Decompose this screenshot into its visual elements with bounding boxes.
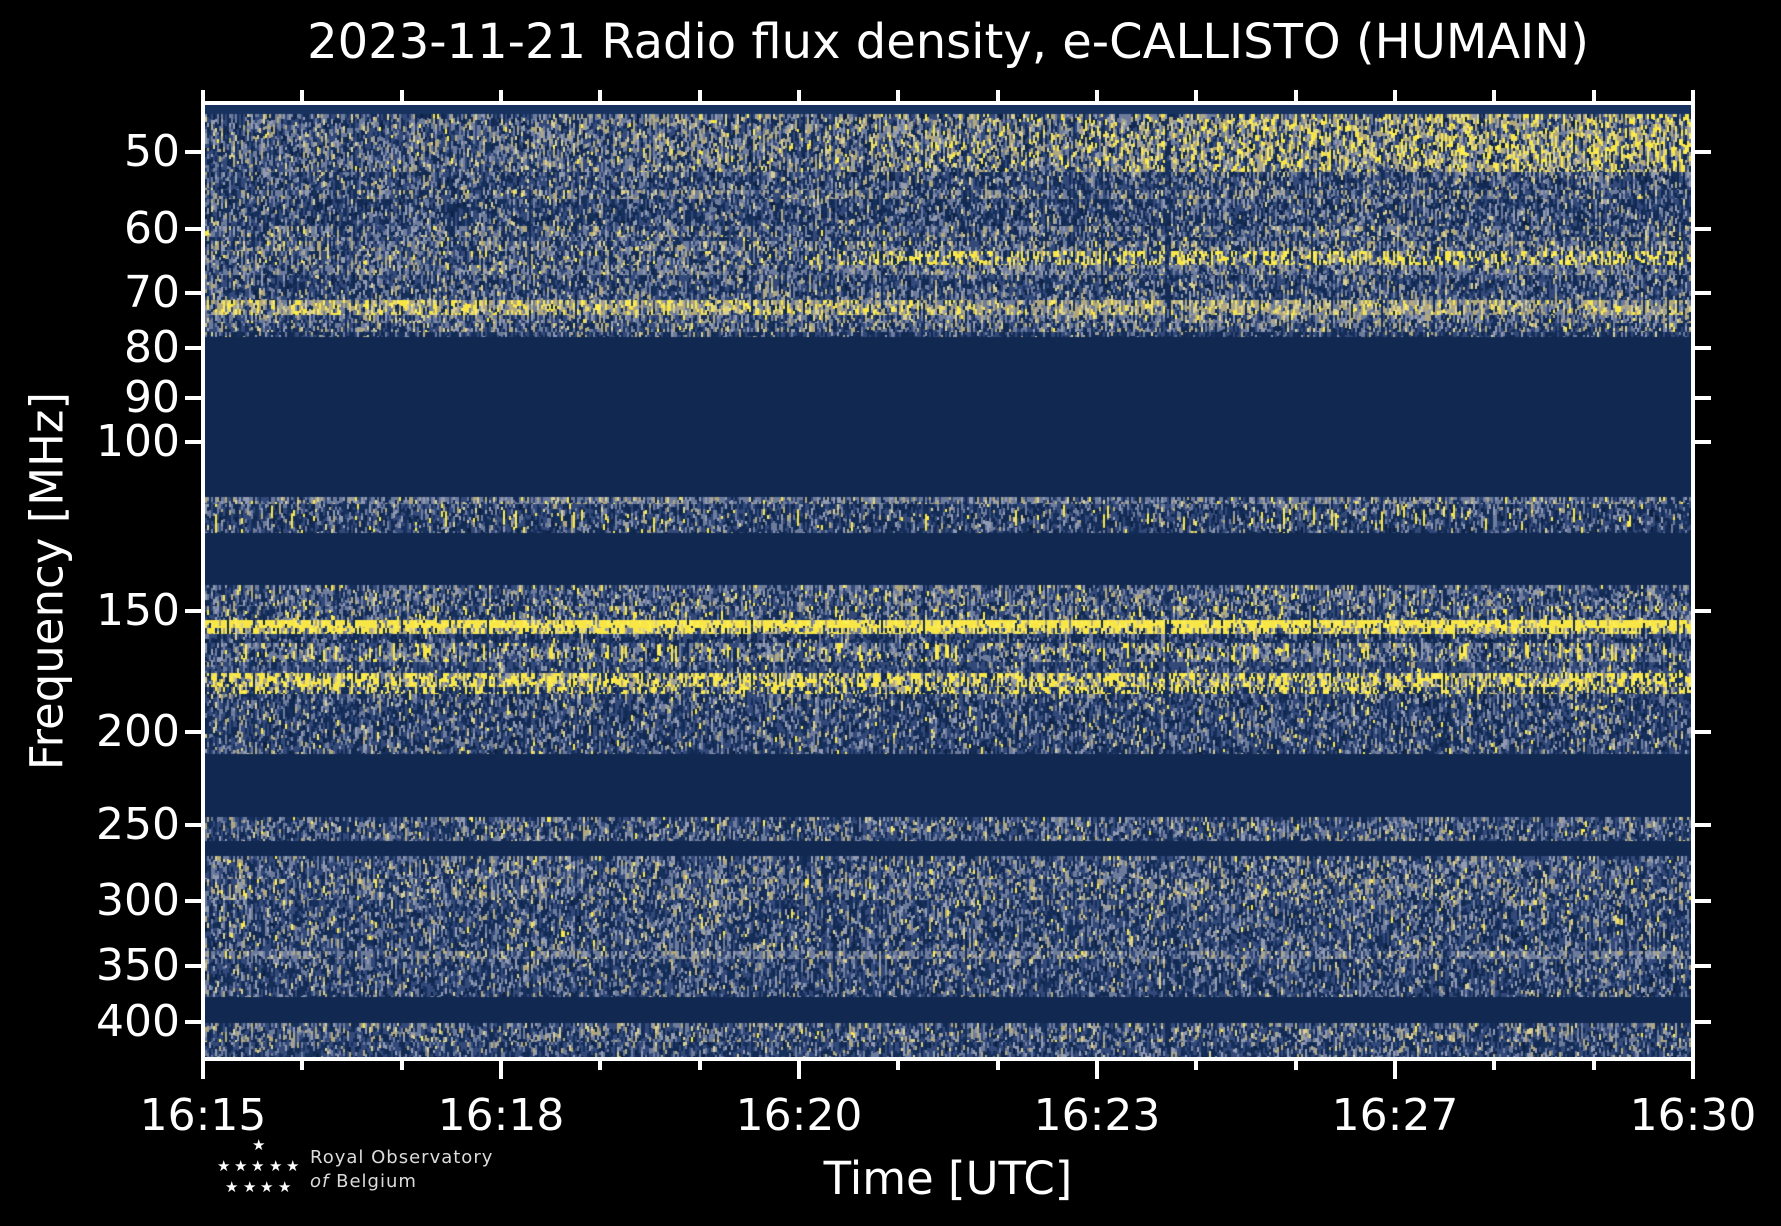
x-top-tick <box>1591 90 1596 101</box>
x-top-tick <box>995 90 1000 101</box>
x-major-tick <box>1691 1059 1695 1079</box>
y-tick <box>185 150 203 155</box>
y-tick-label: 250 <box>96 798 180 850</box>
rob-logo-text: Royal Observatory of Belgium <box>310 1146 493 1194</box>
x-minor-tick <box>1492 1059 1497 1070</box>
x-top-tick <box>797 90 801 101</box>
y-tick-label: 350 <box>96 939 180 991</box>
star-icon: ★ <box>252 1136 266 1154</box>
x-major-tick <box>499 1059 503 1079</box>
x-major-tick <box>201 1059 205 1079</box>
y-right-tick <box>1693 227 1711 231</box>
x-minor-tick <box>399 1059 404 1070</box>
x-top-tick <box>1194 90 1199 101</box>
y-right-tick <box>1693 822 1711 827</box>
x-minor-tick <box>1293 1059 1298 1070</box>
x-top-tick <box>499 90 503 101</box>
y-tick-label: 300 <box>96 874 180 926</box>
y-tick <box>185 963 203 968</box>
y-right-tick <box>1693 290 1711 295</box>
star-icon: ★ <box>225 1178 239 1196</box>
y-right-tick <box>1693 898 1711 903</box>
star-icon: ★ <box>260 1178 274 1196</box>
y-right-tick <box>1693 963 1711 968</box>
y-tick-label: 90 <box>124 372 180 424</box>
y-tick-label: 400 <box>96 996 180 1047</box>
rob-logo-of: of <box>310 1171 330 1192</box>
x-top-tick <box>201 90 205 101</box>
y-tick <box>185 822 203 827</box>
x-tick-label: 16:23 <box>1033 1090 1161 1141</box>
star-icon: ★ <box>269 1157 283 1175</box>
x-minor-tick <box>598 1059 603 1070</box>
y-tick <box>185 290 203 295</box>
y-right-tick <box>1693 346 1711 351</box>
x-minor-tick <box>896 1059 901 1070</box>
star-icon: ★ <box>278 1178 292 1196</box>
spectrogram-canvas <box>205 105 1691 1057</box>
rob-logo-belgium: Belgium <box>336 1171 417 1192</box>
y-right-tick <box>1693 1020 1711 1024</box>
x-tick-label: 16:15 <box>139 1090 267 1141</box>
star-icon: ★ <box>243 1178 257 1196</box>
x-top-tick <box>697 90 702 101</box>
star-icon: ★ <box>234 1157 248 1175</box>
rob-logo-line1: Royal Observatory <box>310 1147 494 1168</box>
x-major-tick <box>1095 1059 1099 1079</box>
x-tick-label: 16:30 <box>1629 1090 1757 1141</box>
star-icon: ★ <box>217 1157 231 1175</box>
x-top-tick <box>1293 90 1298 101</box>
x-major-tick <box>1393 1059 1397 1079</box>
x-top-tick <box>1492 90 1497 101</box>
x-minor-tick <box>1591 1059 1596 1070</box>
y-tick-label: 150 <box>96 585 180 637</box>
x-tick-label: 16:18 <box>437 1090 565 1141</box>
y-right-tick <box>1693 609 1711 614</box>
y-tick-label: 80 <box>124 322 180 374</box>
x-top-tick <box>1095 90 1099 101</box>
y-tick <box>185 396 203 401</box>
x-tick-label: 16:27 <box>1331 1090 1459 1141</box>
x-top-tick <box>1393 90 1397 101</box>
y-tick <box>185 439 203 444</box>
y-tick <box>185 1020 203 1024</box>
y-right-tick <box>1693 150 1711 155</box>
y-tick-label: 70 <box>124 266 180 318</box>
rob-logo-line2: of Belgium <box>310 1170 493 1194</box>
y-right-tick <box>1693 396 1711 401</box>
y-tick <box>185 898 203 903</box>
y-right-tick <box>1693 439 1711 444</box>
x-tick-label: 16:20 <box>735 1090 863 1141</box>
x-top-tick <box>598 90 603 101</box>
chart-title: 2023-11-21 Radio flux density, e-CALLIST… <box>307 14 1589 70</box>
x-top-tick <box>896 90 901 101</box>
x-minor-tick <box>995 1059 1000 1070</box>
y-tick-label: 50 <box>124 126 180 178</box>
y-right-tick <box>1693 730 1711 735</box>
x-top-tick <box>399 90 404 101</box>
star-icon: ★ <box>251 1157 265 1175</box>
y-tick <box>185 730 203 735</box>
y-tick-label: 200 <box>96 706 180 758</box>
x-top-tick <box>1691 90 1695 101</box>
y-tick-label: 100 <box>96 415 180 467</box>
y-tick <box>185 609 203 614</box>
x-major-tick <box>797 1059 801 1079</box>
x-top-tick <box>300 90 305 101</box>
plot-frame <box>201 101 1695 1061</box>
y-tick-label: 60 <box>124 203 180 254</box>
x-axis-label: Time [UTC] <box>823 1152 1073 1205</box>
x-minor-tick <box>1194 1059 1199 1070</box>
rob-logo: ★ ★ ★ ★ ★ ★ ★ ★ ★ ★ Royal Observatory of Belgium <box>210 1138 630 1218</box>
x-minor-tick <box>697 1059 702 1070</box>
y-tick <box>185 227 203 231</box>
y-tick <box>185 346 203 351</box>
star-icon: ★ <box>286 1157 300 1175</box>
x-minor-tick <box>300 1059 305 1070</box>
